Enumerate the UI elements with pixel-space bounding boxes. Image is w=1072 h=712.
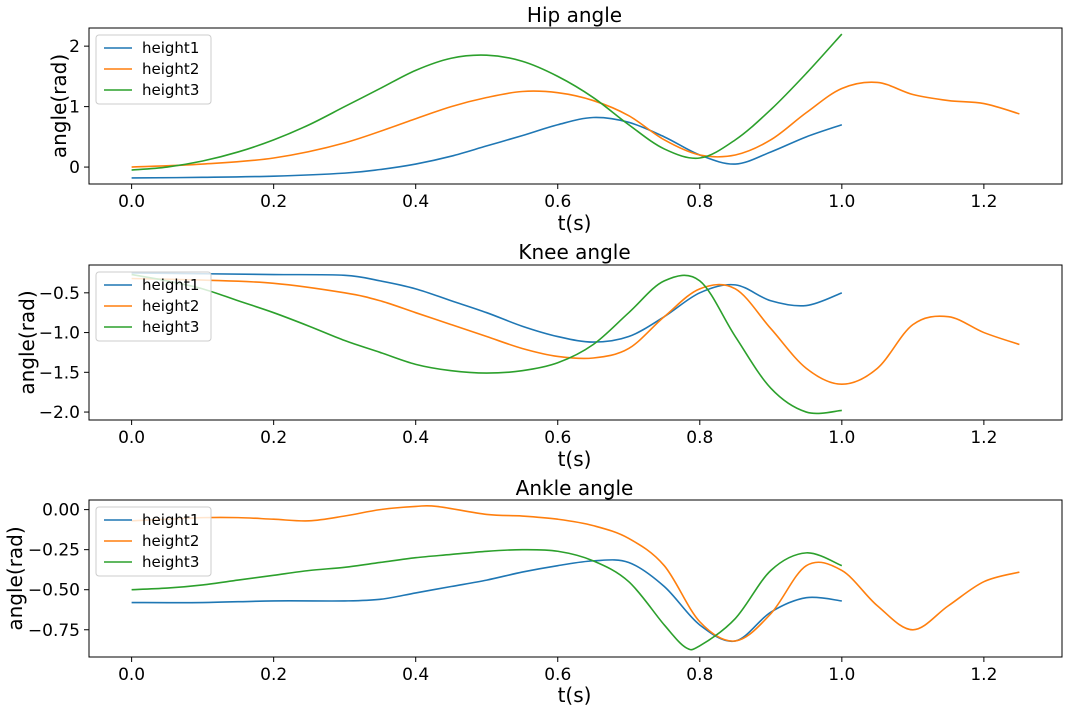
y-axis-label: angle(rad) [47, 54, 71, 158]
plot-frame [88, 499, 1063, 658]
y-tick-label: −0.75 [28, 621, 80, 641]
x-tick-label: 1.2 [970, 192, 997, 212]
x-axis-label: t(s) [558, 683, 592, 707]
series-line-height1 [131, 559, 842, 643]
x-axis-label: t(s) [558, 447, 592, 471]
x-tick-label: 0.2 [260, 428, 287, 448]
chart-title: Hip angle [527, 3, 622, 27]
x-tick-label: 1.0 [828, 192, 855, 212]
y-tick-label: −1.0 [39, 324, 80, 344]
series-line-height1 [131, 272, 843, 343]
x-tick-label: 0.6 [544, 428, 571, 448]
legend-label-height2: height2 [142, 532, 199, 550]
chart-0: 0.0 0.2 0.4 0.6 0.8 1.0 1.2 0 1 2 Hip angle t(s) ang… [47, 3, 1063, 235]
legend-label-height1: height1 [142, 276, 199, 294]
chart-1: 0.0 0.2 0.4 0.6 0.8 1.0 1.2 −0.5 −1.0 −1.5 −2.0 Kne… [15, 240, 1063, 471]
x-tick-label: 0.4 [402, 428, 429, 448]
series-line-height3 [131, 33, 843, 171]
legend-label-height2: height2 [142, 297, 199, 315]
legend-box [95, 271, 212, 342]
series-line-height1 [131, 116, 843, 179]
x-tick-label: 0.8 [686, 428, 713, 448]
y-tick-label: 1 [69, 98, 80, 118]
x-tick-label: 1.2 [970, 428, 997, 448]
x-tick-label: 0.4 [402, 665, 429, 685]
x-tick-label: 0.0 [118, 428, 145, 448]
x-tick-label: 1.0 [828, 665, 855, 685]
y-tick-label: −0.50 [28, 581, 80, 601]
x-tick-label: 0.2 [260, 665, 287, 685]
chart-2: 0.0 0.2 0.4 0.6 0.8 1.0 1.2 0.00 −0.25 −0.50 −0.75… [3, 476, 1063, 707]
y-tick-label: −2.0 [39, 403, 80, 423]
legend: height1 height2 height3 [95, 506, 212, 577]
legend-box [95, 34, 212, 105]
y-tick-label: 2 [69, 37, 80, 57]
x-tick-label: 0.0 [118, 192, 145, 212]
legend: height1 height2 height3 [95, 34, 212, 105]
y-tick-label: −0.25 [28, 541, 80, 561]
series-line-height3 [131, 273, 842, 415]
legend-label-height3: height3 [142, 81, 199, 99]
y-tick-label: 0 [69, 158, 80, 178]
series-line-height3 [131, 548, 843, 651]
series-line-height2 [131, 277, 1020, 386]
y-axis-label: angle(rad) [15, 290, 39, 394]
y-axis-label: angle(rad) [3, 526, 27, 630]
x-tick-label: 0.6 [544, 665, 571, 685]
x-tick-label: 0.4 [402, 192, 429, 212]
x-tick-label: 0.2 [260, 192, 287, 212]
legend-label-height1: height1 [142, 39, 199, 57]
chart-title: Ankle angle [516, 476, 634, 500]
x-tick-label: 1.0 [828, 428, 855, 448]
y-tick-label: 0.00 [42, 501, 80, 521]
x-tick-label: 0.8 [686, 665, 713, 685]
x-tick-label: 0.0 [118, 665, 145, 685]
legend-label-height3: height3 [142, 553, 199, 571]
series-line-height2 [131, 504, 1020, 642]
y-tick-label: −1.5 [39, 363, 80, 383]
x-tick-label: 0.6 [544, 192, 571, 212]
legend-label-height1: height1 [142, 511, 199, 529]
y-tick-label: −0.5 [39, 284, 80, 304]
x-axis-label: t(s) [558, 211, 592, 235]
plot-frame [88, 264, 1063, 421]
x-tick-label: 1.2 [970, 665, 997, 685]
x-tick-label: 0.8 [686, 192, 713, 212]
plot-frame [88, 27, 1063, 185]
chart-title: Knee angle [518, 240, 630, 264]
legend-label-height3: height3 [142, 318, 199, 336]
legend-label-height2: height2 [142, 60, 199, 78]
legend-box [95, 506, 212, 577]
legend: height1 height2 height3 [95, 271, 212, 342]
series-line-height2 [131, 81, 1020, 168]
